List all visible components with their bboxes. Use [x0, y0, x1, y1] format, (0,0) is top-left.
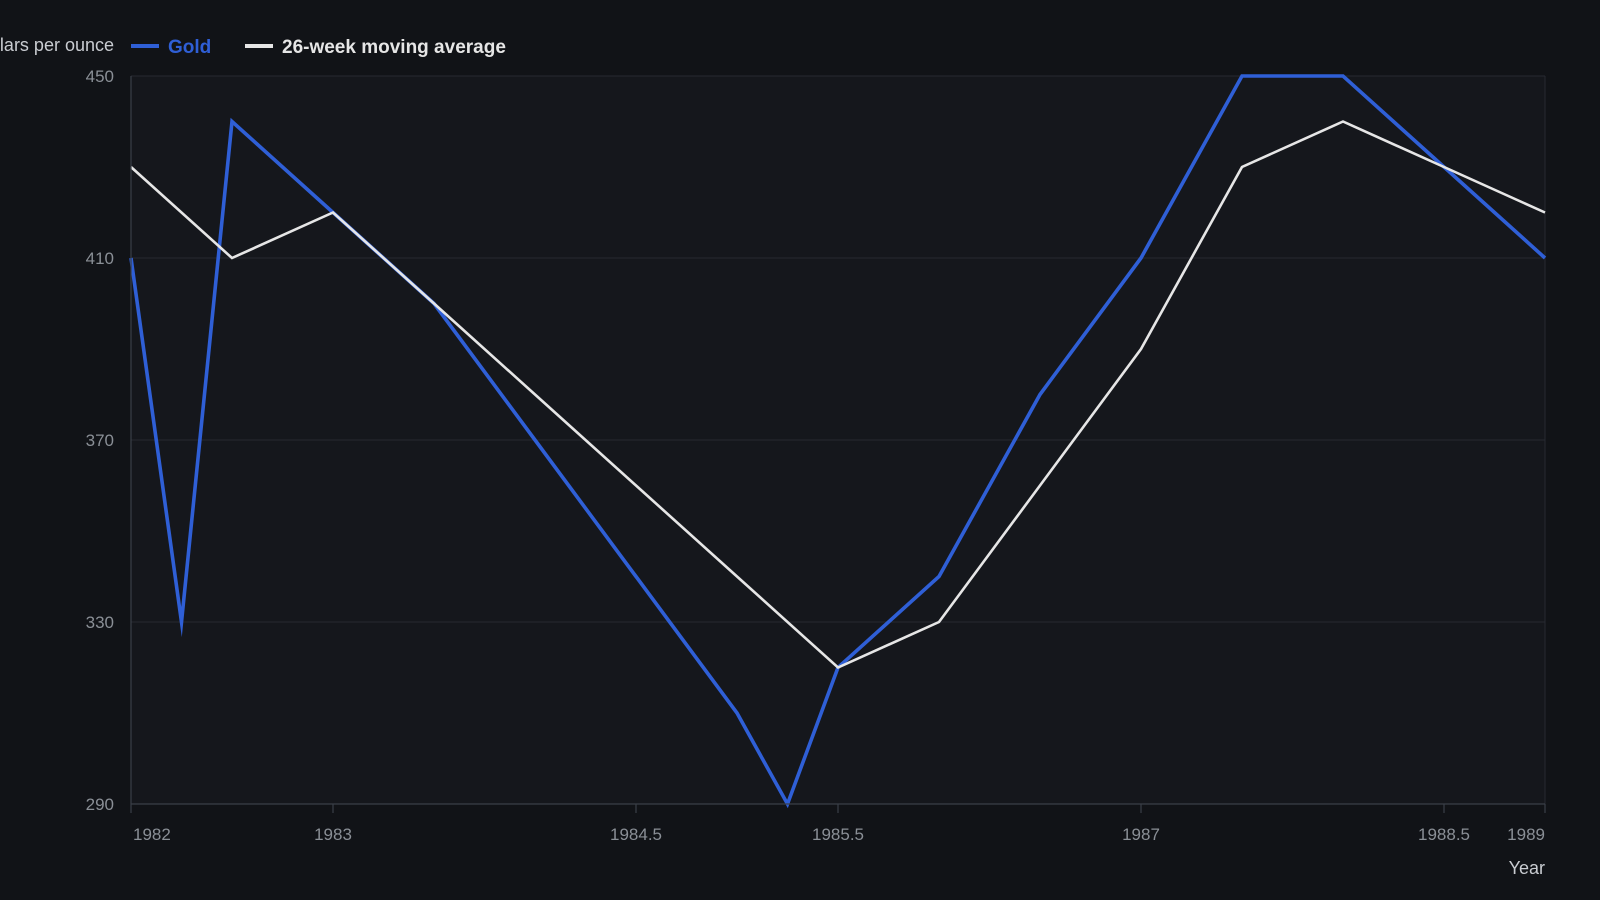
x-tick-label: 1985.5	[812, 825, 864, 844]
legend: Gold 26-week moving average	[131, 37, 506, 58]
x-tick-label: 1989	[1507, 825, 1545, 844]
y-axis-title: Dollars per ounce	[0, 35, 114, 55]
legend-label: Gold	[168, 37, 211, 58]
x-tick-label: 1987	[1122, 825, 1160, 844]
x-axis-title: Year	[1509, 858, 1545, 878]
x-tick-label: 1984.5	[610, 825, 662, 844]
series-line-moving-average	[130, 120, 1546, 670]
y-tick-label: 290	[86, 795, 114, 814]
y-tick-label: 330	[86, 613, 114, 632]
x-tick-label: 1983	[314, 825, 352, 844]
x-tick-label: 1982	[133, 825, 171, 844]
y-tick-label: 410	[86, 249, 114, 268]
y-tick-label: 450	[86, 67, 114, 86]
legend-label: 26-week moving average	[282, 37, 506, 58]
y-tick-label: 370	[86, 431, 114, 450]
x-tick-label: 1988.5	[1418, 825, 1470, 844]
axes: 290 330 370 410 450 1982 1983 1984.5 1985.5 1987 1…	[0, 35, 1546, 878]
